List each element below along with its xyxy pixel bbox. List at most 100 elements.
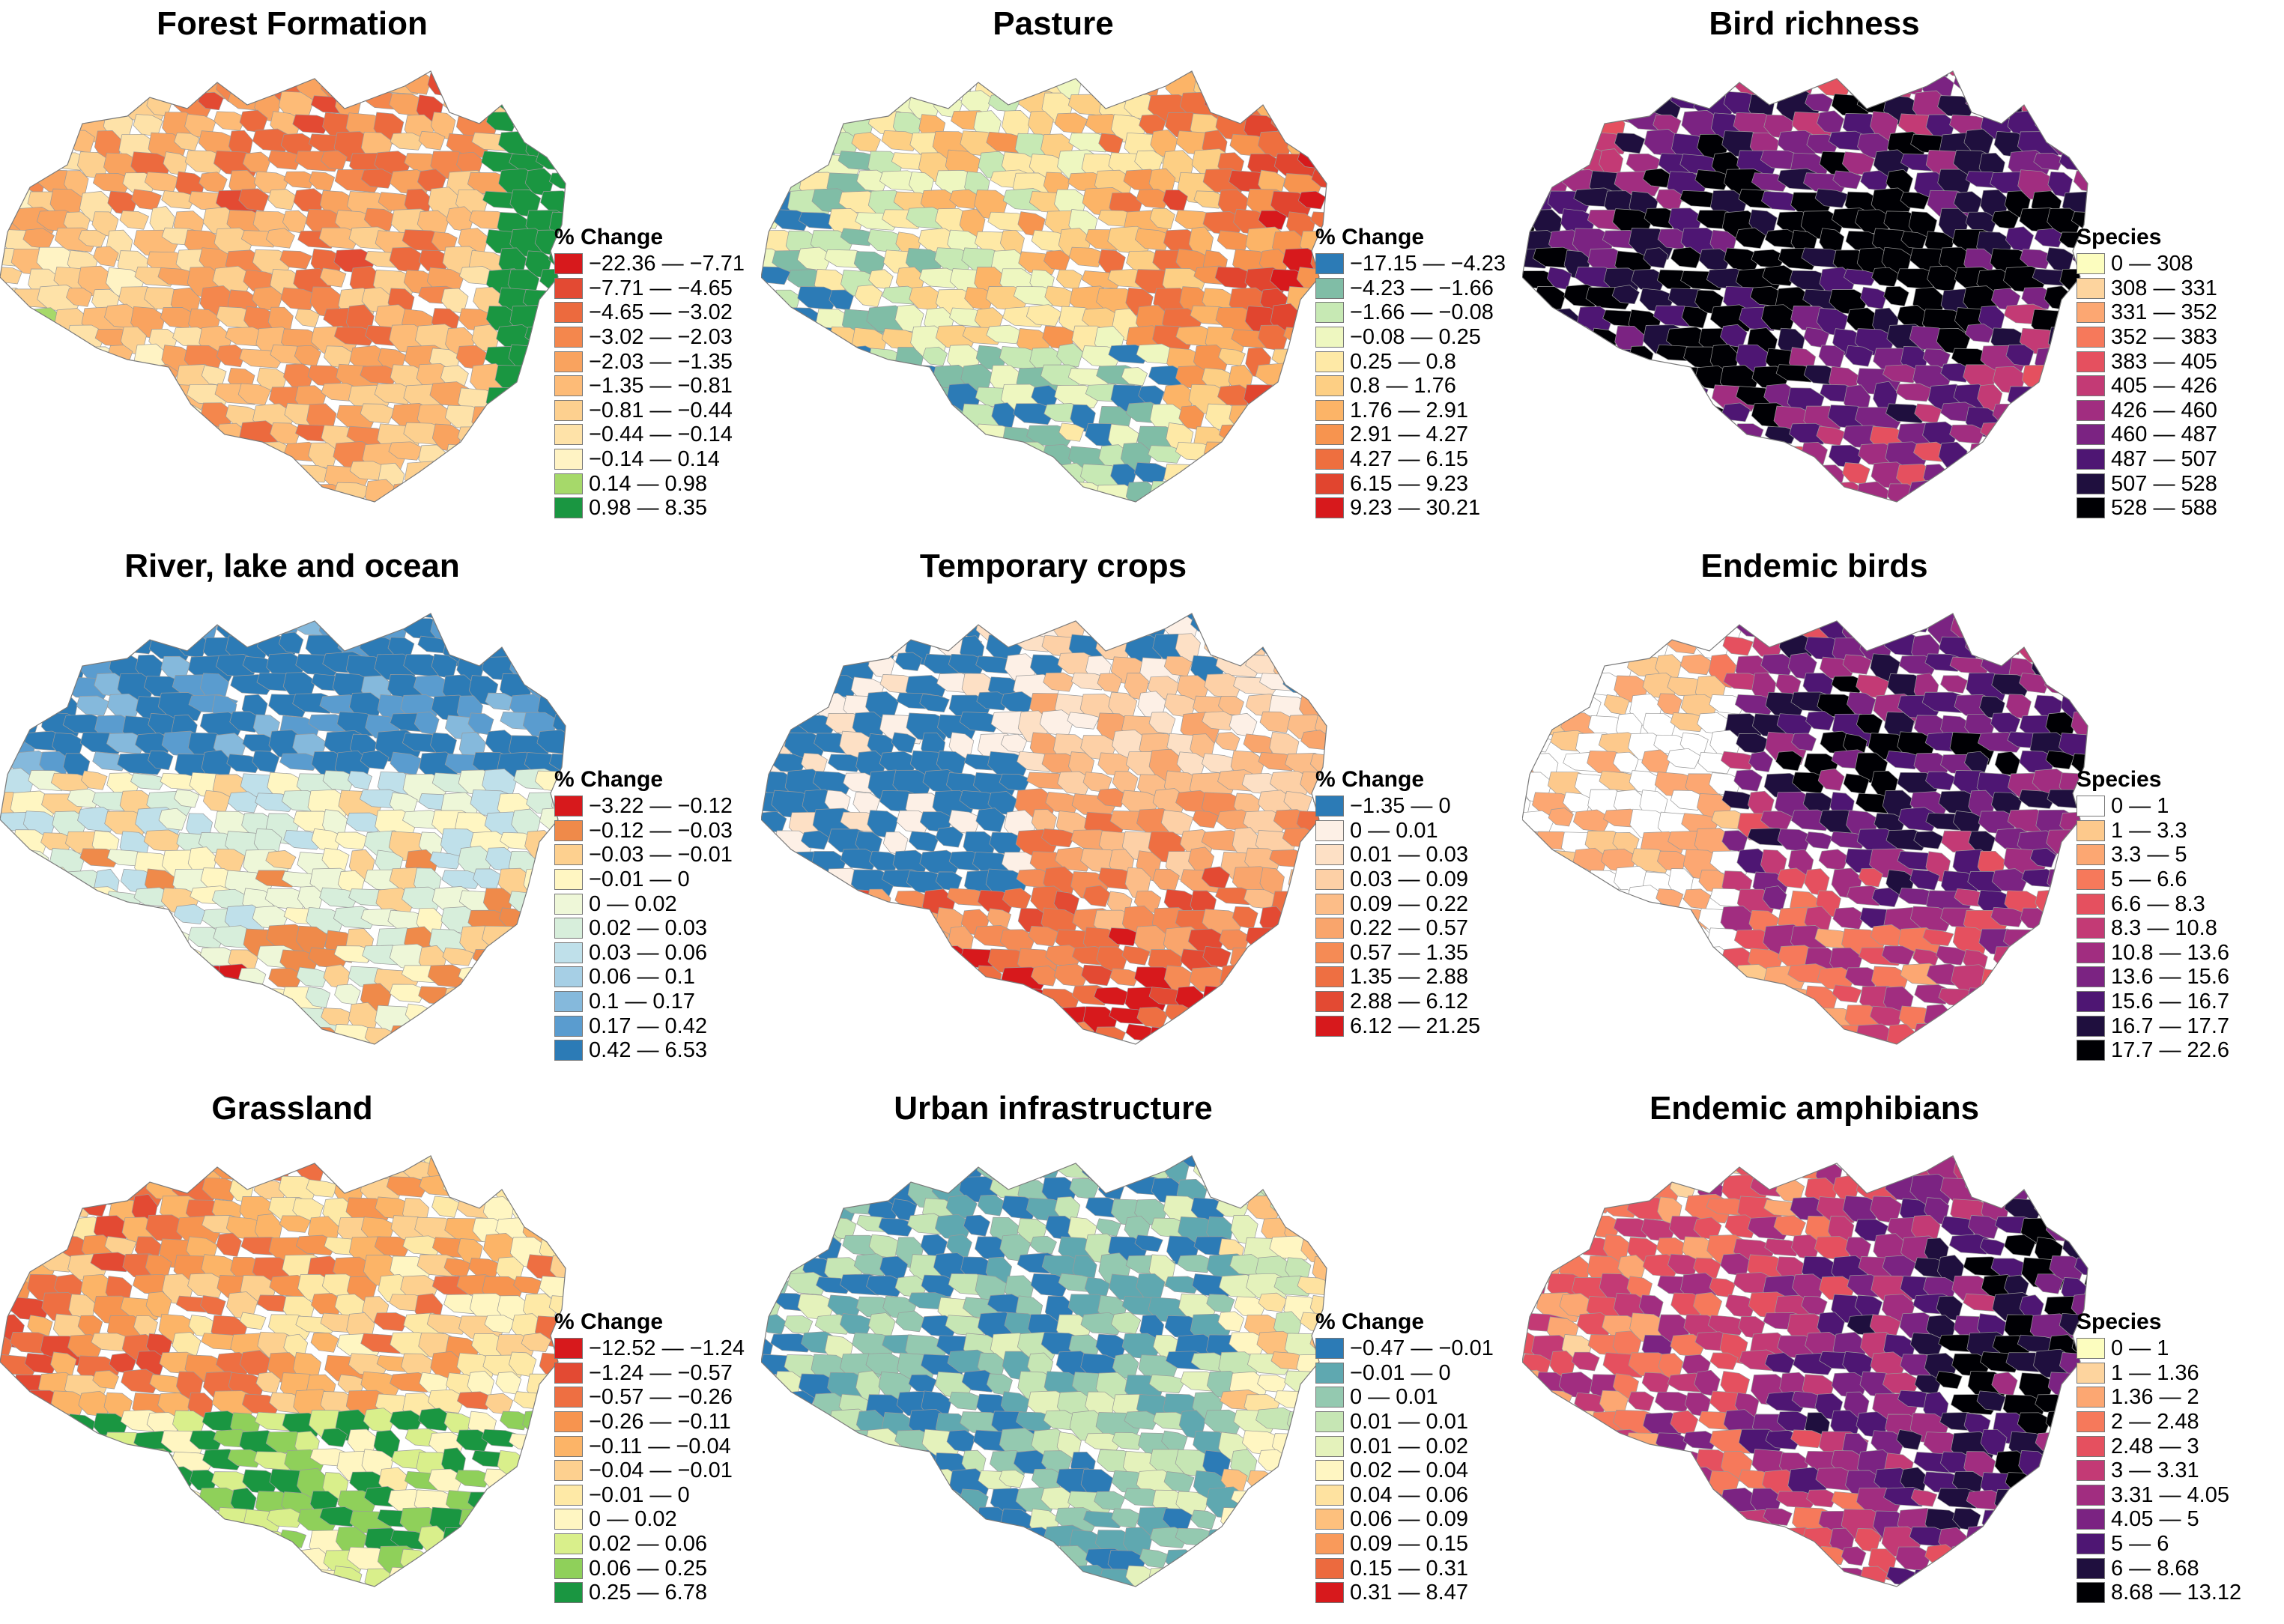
municipality [814, 346, 838, 364]
municipality [524, 443, 557, 461]
legend-swatch [2076, 253, 2105, 274]
municipality [1750, 480, 1775, 513]
municipality [470, 987, 496, 1017]
municipality [829, 634, 864, 661]
municipality [1005, 617, 1033, 639]
municipality [865, 1548, 900, 1581]
municipality [1148, 54, 1182, 75]
legend-label: −0.26 — −0.11 [589, 1410, 731, 1434]
municipality [1535, 988, 1569, 1008]
municipality [105, 500, 132, 521]
legend-label: 1 — 3.3 [2111, 819, 2187, 843]
municipality [103, 1586, 127, 1607]
legend-label: 0.09 — 0.22 [1350, 892, 1468, 916]
municipality [279, 485, 312, 506]
legend-row: −0.47 — −0.01 [1315, 1336, 1494, 1361]
municipality [988, 596, 1020, 625]
municipality [280, 1569, 306, 1596]
municipality [25, 422, 65, 442]
municipality [64, 633, 103, 659]
municipality [1790, 504, 1823, 524]
municipality [879, 1452, 921, 1484]
municipality [1922, 1047, 1960, 1066]
municipality [1600, 966, 1627, 999]
legend-swatch [554, 1387, 583, 1408]
municipality [1244, 502, 1285, 524]
municipality [24, 1005, 62, 1022]
municipality [472, 596, 508, 619]
legend-row: 3.3 — 5 [2076, 843, 2229, 867]
municipality [1575, 1045, 1601, 1065]
municipality [1040, 1567, 1086, 1585]
municipality [1802, 55, 1851, 86]
municipality [1, 73, 43, 94]
municipality [761, 504, 788, 524]
municipality [1324, 1159, 1330, 1181]
legend-row: −0.57 — −0.26 [554, 1385, 745, 1410]
municipality [0, 328, 18, 352]
municipality [37, 95, 64, 112]
municipality [146, 1489, 194, 1509]
municipality [130, 422, 171, 441]
municipality [1326, 1042, 1330, 1067]
municipality [2074, 1179, 2091, 1210]
legend-label: −7.71 — −4.65 [589, 276, 733, 300]
municipality [120, 210, 149, 229]
legend-label: −22.36 — −7.71 [589, 252, 745, 276]
municipality [855, 285, 882, 306]
municipality [1072, 1064, 1106, 1067]
municipality [68, 1488, 113, 1517]
municipality [770, 1492, 803, 1512]
municipality [1563, 55, 1609, 76]
municipality [1653, 502, 1696, 523]
municipality [42, 367, 80, 390]
municipality [187, 462, 213, 481]
municipality [521, 635, 569, 667]
municipality [800, 909, 848, 929]
municipality [1533, 55, 1569, 77]
municipality [1546, 111, 1596, 140]
municipality [1706, 1043, 1743, 1061]
municipality [1189, 1044, 1232, 1061]
municipality [1644, 1025, 1678, 1043]
municipality [1591, 328, 1618, 354]
municipality [348, 771, 372, 790]
municipality [294, 1043, 321, 1067]
municipality [770, 443, 814, 476]
municipality [309, 55, 336, 76]
municipality [0, 387, 46, 418]
municipality [1204, 1569, 1241, 1587]
municipality [1082, 1043, 1125, 1067]
legend-row: 0.01 — 0.01 [1315, 1410, 1494, 1434]
legend-row: 0.25 — 0.8 [1315, 349, 1506, 374]
municipality [271, 1589, 297, 1609]
municipality [1981, 1046, 2027, 1067]
municipality [1206, 482, 1241, 510]
municipality [91, 1491, 136, 1522]
legend-swatch [554, 1411, 583, 1432]
municipality [1726, 596, 1774, 616]
municipality [55, 1007, 82, 1027]
municipality [976, 616, 1020, 643]
municipality [839, 927, 886, 957]
municipality [509, 1588, 536, 1609]
legend-swatch [554, 991, 583, 1012]
municipality [53, 1586, 100, 1609]
municipality [282, 1023, 324, 1057]
legend-label: −4.65 — −3.02 [589, 300, 733, 324]
municipality [799, 1025, 849, 1045]
municipality [1726, 985, 1765, 1013]
municipality [852, 906, 884, 929]
legend-title: % Change [554, 767, 733, 793]
municipality [797, 1452, 834, 1470]
municipality [961, 443, 1009, 475]
legend: % Change −12.52 — −1.24−1.24 — −0.57−0.5… [554, 1309, 745, 1605]
municipality [64, 986, 97, 1005]
municipality [37, 1608, 71, 1610]
municipality [82, 964, 106, 996]
legend-label: 308 — 331 [2111, 276, 2217, 300]
legend-row: −0.12 — −0.03 [554, 819, 733, 843]
